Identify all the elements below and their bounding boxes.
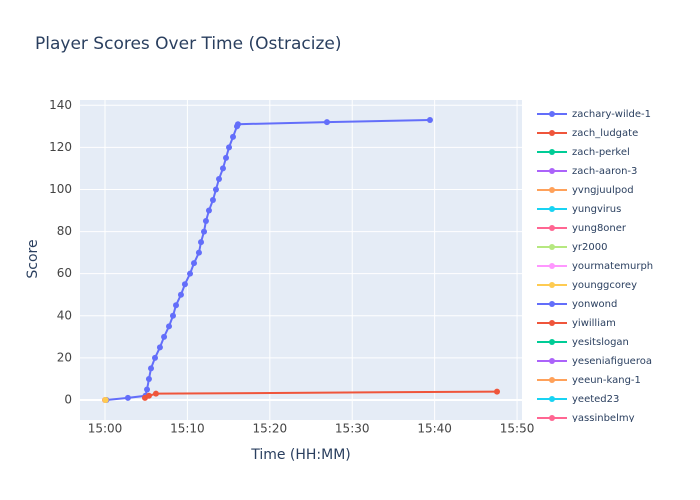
data-point [166,323,173,330]
legend-label[interactable]: zach_ludgate [572,128,638,139]
legend-label[interactable]: yassinbelmy [572,413,635,424]
legend-label[interactable]: zach-aaron-3 [572,166,637,177]
data-point [173,302,180,309]
data-point [212,186,219,193]
legend-label[interactable]: younggcorey [572,280,637,291]
y-tick-label: 100 [49,182,72,196]
legend-label[interactable]: yeeun-kang-1 [572,375,641,386]
data-point [234,121,241,128]
legend-marker [549,263,555,269]
data-point [177,291,184,298]
y-tick-label: 60 [57,266,72,280]
x-tick-label: 15:10 [170,422,205,436]
x-axis-title: Time (HH:MM) [250,447,351,463]
data-point [144,386,151,393]
data-point [152,390,159,397]
data-point [223,154,230,161]
data-point [148,365,155,372]
y-tick-label: 40 [57,308,72,322]
y-tick-label: 80 [57,224,72,238]
data-point [151,354,158,361]
data-point [323,119,330,126]
legend-label[interactable]: yung8oner [572,223,627,234]
legend-marker [549,130,555,136]
legend-marker [549,244,555,250]
data-point [191,260,198,267]
legend-label[interactable]: yourmatemurph [572,261,653,272]
legend-label[interactable]: yonwond [572,299,617,310]
data-point [102,397,109,403]
legend-marker [549,358,555,364]
grid [80,100,522,420]
data-point [198,239,205,246]
data-point [195,249,202,256]
data-point [181,281,188,288]
y-axis-title: Score [25,239,41,278]
legend-marker [549,168,555,174]
data-point [202,218,209,225]
legend-marker [549,282,555,288]
data-point [226,144,233,151]
legend-marker [549,415,555,421]
legend-label[interactable]: yungvirus [572,204,621,215]
legend-marker [549,301,555,307]
plot-area [80,100,522,420]
legend-label[interactable]: yeeted23 [572,394,619,405]
legend-label[interactable]: yesitslogan [572,337,629,348]
data-point [426,117,433,123]
data-point [161,333,168,340]
data-point [187,270,194,277]
legend-marker [549,149,555,155]
legend-marker [549,206,555,212]
data-point [230,133,237,140]
data-point [494,388,501,395]
data-point [205,207,212,214]
data-point [201,228,208,235]
data-point [216,175,223,182]
legend-label[interactable]: zach-perkel [572,147,630,158]
legend-marker [549,396,555,402]
x-tick-label: 15:20 [253,422,288,436]
data-point [145,392,152,399]
data-point [169,312,176,319]
data-point [124,394,131,401]
legend-marker [549,339,555,345]
y-tick-label: 140 [49,98,72,112]
legend-label[interactable]: yr2000 [572,242,607,253]
legend-label[interactable]: yeseniafigueroa [572,356,652,367]
legend-marker [549,320,555,326]
data-point [209,197,216,203]
x-tick-label: 15:30 [335,422,370,436]
plot [101,117,501,403]
x-tick-label: 15:50 [500,422,535,436]
legend-marker [549,377,555,383]
legend: zachary-wilde-1 zach_ludgate zach-perkel za… [537,109,653,424]
legend-label[interactable]: yiwilliam [572,318,616,329]
data-point [219,165,226,172]
legend-marker [549,187,555,193]
data-point [145,375,152,382]
y-tick-label: 20 [57,350,72,364]
legend-marker [549,111,555,117]
y-tick-label: 0 [64,393,72,407]
data-point [156,344,163,351]
x-tick-label: 15:40 [417,422,452,436]
y-tick-label: 120 [49,140,72,154]
legend-label[interactable]: zachary-wilde-1 [572,109,651,120]
legend-marker [549,225,555,231]
chart-title: Player Scores Over Time (Ostracize) [35,34,342,54]
legend-label[interactable]: yvngjuulpod [572,185,634,196]
x-tick-label: 15:00 [88,422,123,436]
